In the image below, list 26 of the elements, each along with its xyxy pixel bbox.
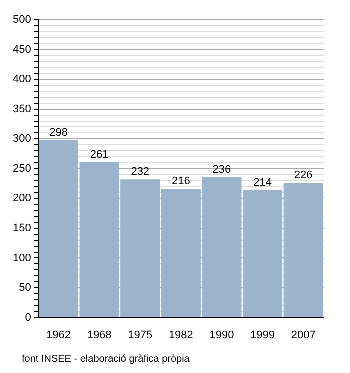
x-tick-label: 1982 <box>168 329 194 342</box>
y-tick-label: 350 <box>12 103 32 116</box>
y-tick-label: 0 <box>25 312 32 324</box>
y-tick-label: 200 <box>12 192 32 205</box>
y-tick-label: 500 <box>12 14 32 26</box>
y-tick-label: 100 <box>12 252 32 264</box>
y-tick-label: 150 <box>12 222 32 234</box>
data-label: 214 <box>254 176 272 189</box>
data-label: 236 <box>212 164 232 176</box>
x-tick-label: 1975 <box>128 329 153 342</box>
y-tick-label: 50 <box>19 282 32 294</box>
data-label: 232 <box>131 166 150 178</box>
data-label: 216 <box>172 176 190 188</box>
data-label: 261 <box>90 148 109 161</box>
data-label: 226 <box>294 170 313 182</box>
data-label: 298 <box>50 126 68 139</box>
y-tick-label: 250 <box>12 162 32 175</box>
y-tick-label: 300 <box>12 133 32 146</box>
x-tick-label: 1999 <box>250 329 276 342</box>
y-tick-label: 450 <box>12 44 32 56</box>
x-tick-label: 1968 <box>87 329 112 342</box>
y-tick-label: 400 <box>12 74 32 86</box>
x-tick-label: 1962 <box>46 329 71 342</box>
text: font INSEE - elaboració gràfica pròpia <box>22 354 190 365</box>
x-tick-label: 1990 <box>210 329 234 342</box>
x-tick-label: 2007 <box>291 329 316 342</box>
